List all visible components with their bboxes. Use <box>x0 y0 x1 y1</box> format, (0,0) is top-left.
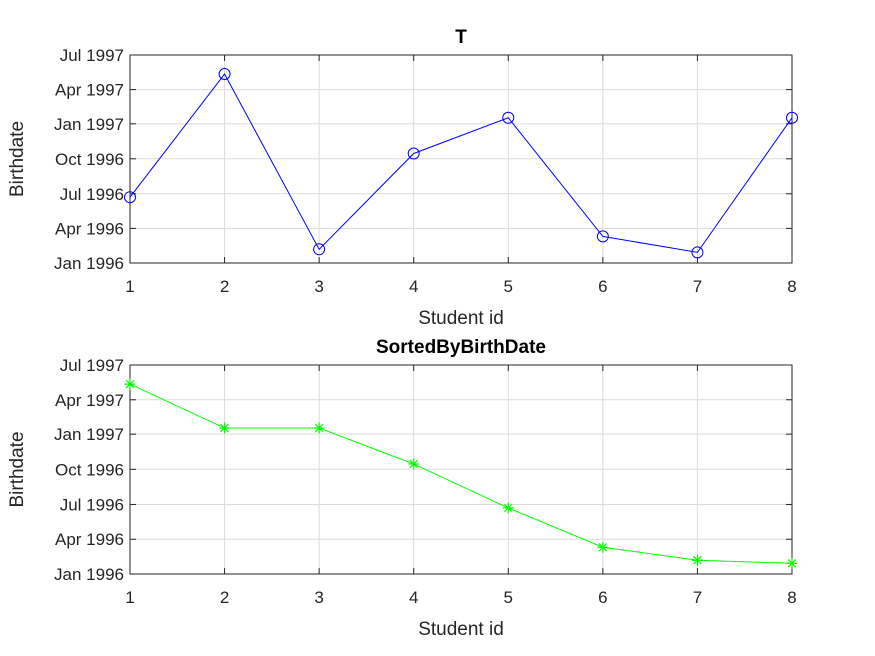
x-tick-label: 2 <box>220 277 229 296</box>
y-tick-label: Jul 1997 <box>60 46 124 65</box>
chart-title: T <box>455 27 467 48</box>
data-point <box>313 422 325 434</box>
data-point <box>597 541 609 553</box>
x-tick-label: 3 <box>314 277 323 296</box>
y-tick-label: Jan 1997 <box>54 115 124 134</box>
y-tick-label: Jan 1996 <box>54 565 124 584</box>
x-tick-label: 5 <box>504 277 513 296</box>
data-point <box>313 243 326 256</box>
y-tick-label: Apr 1997 <box>55 391 124 410</box>
y-tick-label: Oct 1996 <box>55 460 124 479</box>
data-point <box>124 191 136 204</box>
data-point <box>218 68 231 81</box>
y-tick-label: Apr 1996 <box>55 530 124 549</box>
y-tick-label: Jul 1996 <box>60 185 124 204</box>
chart-panel-top: 1 2 3 4 5 6 7 8 Jan 1996 Apr 1996 Jul 1996 Oct 1996… <box>7 27 798 329</box>
x-tick-label: 7 <box>693 588 702 607</box>
data-point <box>786 557 798 569</box>
x-tick-label: 6 <box>598 277 607 296</box>
data-point <box>407 147 420 160</box>
data-point <box>691 554 703 566</box>
x-tick-label: 4 <box>409 277 418 296</box>
x-tick-label: 5 <box>504 588 513 607</box>
x-tick-label: 4 <box>409 588 418 607</box>
y-tick-label: Jan 1996 <box>54 254 124 273</box>
data-point <box>502 111 515 124</box>
data-point <box>596 230 609 243</box>
y-tick-label: Apr 1996 <box>55 219 124 238</box>
x-tick-label: 8 <box>787 588 796 607</box>
x-axis-label: Student id <box>418 308 504 329</box>
x-tick-label: 1 <box>125 588 134 607</box>
series-line <box>129 383 793 564</box>
data-point <box>691 246 704 259</box>
x-axis-label: Student id <box>418 619 504 640</box>
y-tick-label: Jan 1997 <box>54 425 124 444</box>
series-line <box>129 73 793 253</box>
x-tick-label: 7 <box>693 277 702 296</box>
chart-title: SortedByBirthDate <box>376 337 546 358</box>
chart-panel-bottom: 1 2 3 4 5 6 7 8 Jan 1996 Apr 1996 Jul 1996 Oct 1996… <box>7 337 798 640</box>
data-point <box>124 378 136 390</box>
x-tick-label: 8 <box>787 277 796 296</box>
data-point <box>219 422 231 434</box>
x-tick-label: 2 <box>220 588 229 607</box>
x-tick-label: 1 <box>125 277 134 296</box>
data-point <box>502 502 514 514</box>
x-tick-label: 3 <box>314 588 323 607</box>
y-axis-label: Birthdate <box>7 121 28 197</box>
y-tick-label: Apr 1997 <box>55 81 124 100</box>
data-point <box>408 458 420 470</box>
x-tick-label: 6 <box>598 588 607 607</box>
y-tick-label: Oct 1996 <box>55 150 124 169</box>
data-point <box>786 111 798 124</box>
y-tick-label: Jul 1996 <box>60 495 124 514</box>
y-tick-label: Jul 1997 <box>60 356 124 375</box>
y-axis-label: Birthdate <box>7 431 28 507</box>
